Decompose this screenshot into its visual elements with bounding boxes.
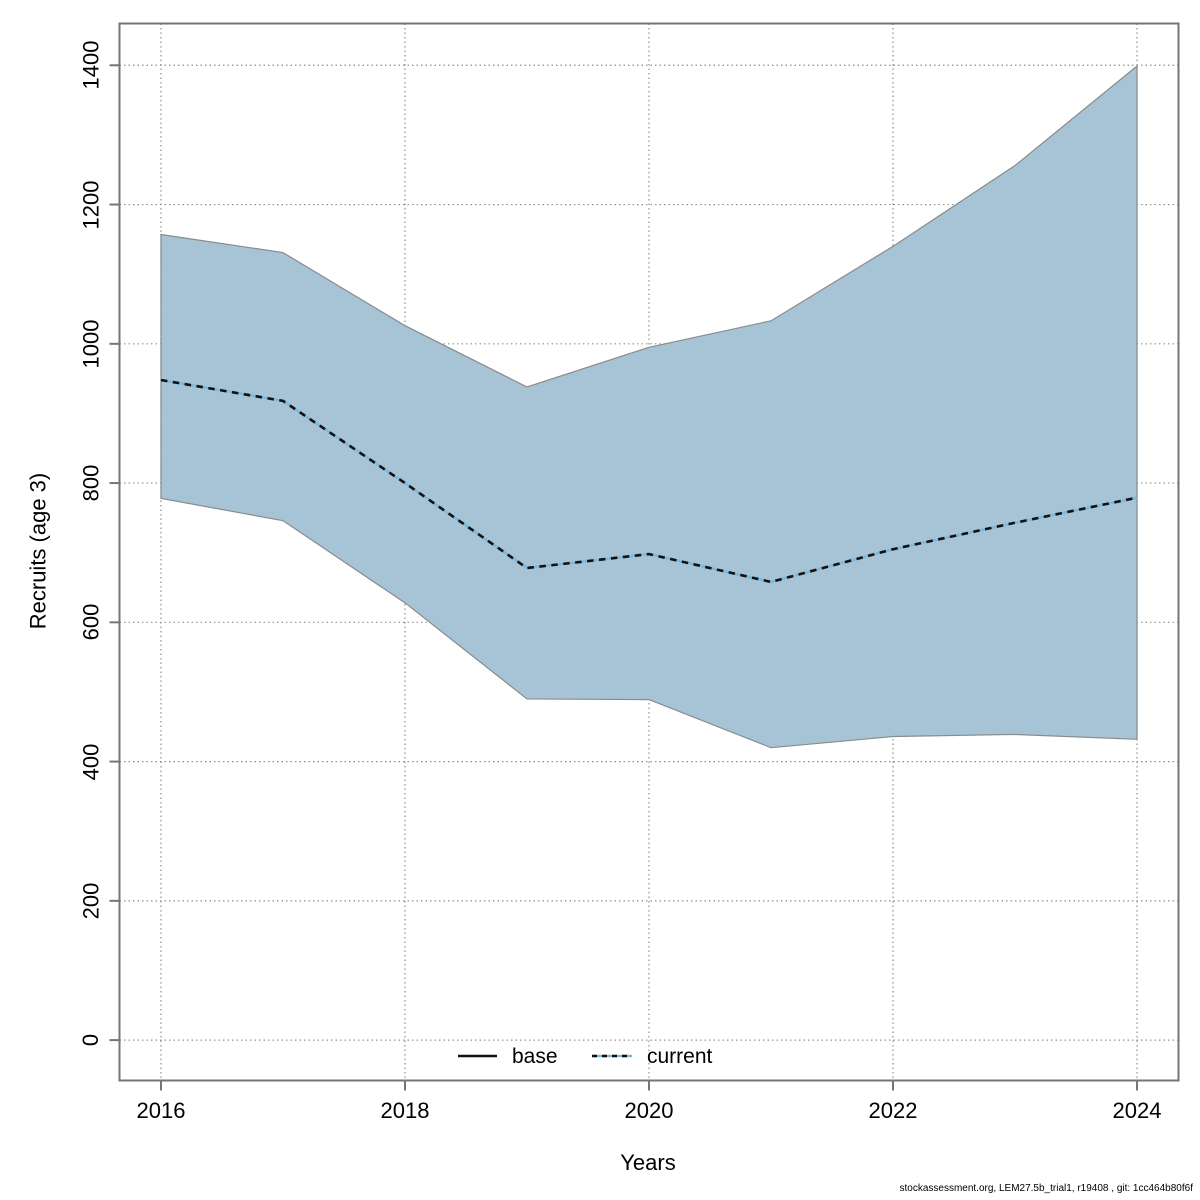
median-line-black-dashes <box>160 378 1138 584</box>
y-axis-title-text: Recruits (age 3) <box>25 472 51 630</box>
x-axis-title: Years <box>448 1150 848 1176</box>
x-tick-label: 2022 <box>868 1098 918 1123</box>
y-tick-label: 0 <box>78 1033 103 1047</box>
x-tick-label: 2016 <box>136 1098 186 1123</box>
legend-label-base: base <box>512 1045 558 1068</box>
y-tick-label: 1400 <box>78 40 104 90</box>
legend-label-current: current <box>647 1045 713 1068</box>
plot-border <box>118 22 1180 1082</box>
x-axis-title-text: Years <box>620 1150 676 1175</box>
confidence-band-polygon <box>160 64 1138 749</box>
y-tick-label: 200 <box>78 882 103 920</box>
x-tick-label: 2020 <box>624 1098 674 1123</box>
axis-tick-marks <box>109 64 1139 1091</box>
x-tick-label: 2018 <box>380 1098 430 1123</box>
plot-frame <box>118 22 1180 1082</box>
y-tick-label: 800 <box>78 464 103 502</box>
y-tick-label: 400 <box>78 743 103 780</box>
footer-attribution: stockassessment.org, LEM27.5b_trial1, r1… <box>899 1183 1193 1194</box>
median-line-current <box>160 378 1138 584</box>
y-tick-label: 600 <box>78 603 103 641</box>
y-tick-label: 1000 <box>78 319 104 369</box>
x-tick-label: 2024 <box>1112 1098 1162 1123</box>
y-tick-label: 1200 <box>78 180 104 230</box>
confidence-band <box>160 64 1138 749</box>
y-axis-title: Recruits (age 3) <box>18 411 58 691</box>
